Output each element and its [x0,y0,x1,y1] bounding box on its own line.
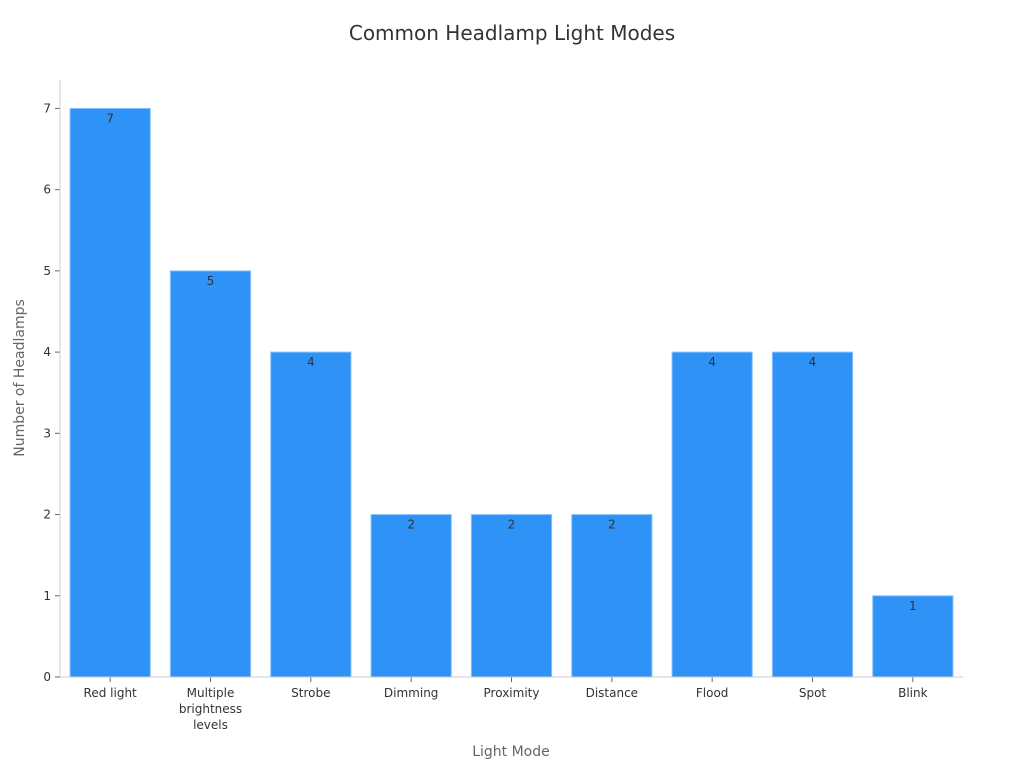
bar [571,514,653,678]
y-axis-label: Number of Headlamps [12,299,28,457]
y-tick-label: 0 [43,670,51,684]
y-tick-label: 2 [43,508,51,522]
x-tick-label: Flood [696,686,729,700]
data-label: 7 [106,111,114,125]
x-tick-label: Blink [898,686,928,700]
x-tick-label: Multiple [187,686,235,700]
bar [169,270,252,678]
bar [270,351,352,678]
bar [69,107,151,678]
y-tick-label: 7 [43,101,51,115]
bar [872,595,954,678]
x-tick-label: levels [193,718,228,732]
data-label: 2 [608,518,616,532]
x-tick-label: Distance [586,686,638,700]
x-tick-label: Proximity [484,686,540,700]
x-axis-label: Light Mode [472,744,550,760]
bar [470,514,553,678]
y-tick-label: 4 [43,345,51,359]
data-label: 5 [207,274,215,288]
x-tick-label: Red light [84,686,138,700]
data-label: 4 [809,355,817,369]
data-label: 4 [307,355,315,369]
bar [771,351,854,678]
data-label: 4 [708,355,716,369]
y-tick-label: 1 [43,589,51,603]
data-label: 1 [909,599,917,613]
x-tick-label: brightness [179,702,242,716]
x-tick-label: Strobe [291,686,330,700]
bar [370,514,452,678]
x-tick-label: Spot [799,686,827,700]
data-label: 2 [508,518,516,532]
y-tick-label: 5 [43,264,51,278]
y-tick-label: 6 [43,183,51,197]
data-label: 2 [407,518,415,532]
chart-title: Common Headlamp Light Modes [349,21,675,45]
bar [671,351,753,678]
y-tick-label: 3 [43,426,51,440]
x-tick-label: Dimming [384,686,439,700]
